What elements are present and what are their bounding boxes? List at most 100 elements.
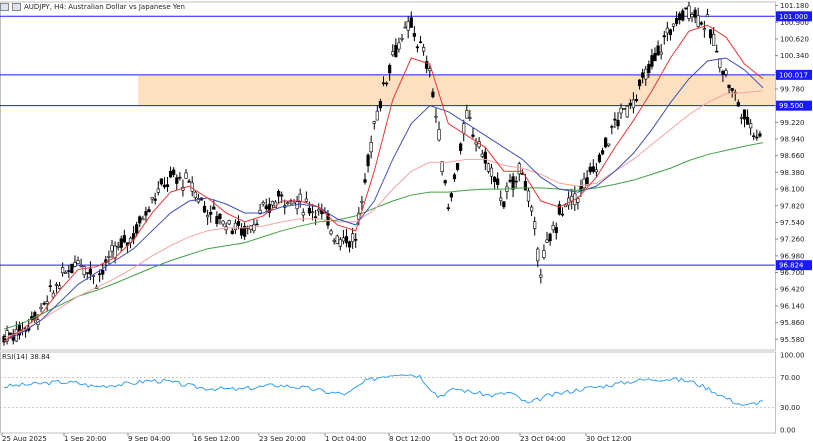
date-tick-label: 15 Oct 20:00 — [454, 435, 500, 441]
price-tick-label: 97.260 — [780, 236, 805, 244]
candle-body — [465, 110, 469, 119]
candle-body — [557, 204, 561, 215]
candle-body — [671, 23, 676, 27]
date-tick-label: 9 Sep 04:00 — [128, 435, 170, 441]
candle-body — [542, 250, 546, 258]
candle-body — [239, 228, 244, 236]
candle-body — [560, 213, 565, 216]
candle-body — [88, 268, 92, 275]
price-tick-label: 99.220 — [780, 119, 805, 127]
candle-body — [422, 46, 426, 52]
price-level-tag-label: 101.000 — [779, 13, 808, 21]
candle-body — [662, 35, 666, 38]
date-tick-label: 16 Sep 12:00 — [193, 435, 240, 441]
candle-body — [91, 275, 96, 277]
candle-body — [545, 239, 549, 243]
candle-body — [462, 123, 466, 134]
candle-body — [705, 14, 710, 18]
candle-body — [576, 198, 580, 203]
candle-body — [61, 267, 65, 274]
price-tick-label: 99.780 — [780, 86, 805, 94]
candle-body — [724, 70, 728, 75]
candle-body — [480, 153, 484, 157]
candle-body — [607, 143, 611, 146]
candle-body — [156, 188, 160, 193]
candle-body — [150, 197, 154, 200]
price-level-tag-label: 96.824 — [779, 262, 804, 270]
candle-body — [147, 209, 151, 213]
candle-body — [172, 169, 176, 175]
candle-body — [486, 163, 491, 172]
candle-body — [721, 70, 725, 75]
candle-body — [267, 204, 271, 213]
candle-body — [384, 82, 389, 85]
price-tick-label: 97.820 — [780, 202, 805, 210]
candle-body — [681, 10, 685, 21]
candle-body — [314, 216, 318, 219]
price-tick-label: 100.900 — [780, 19, 809, 27]
resistance-zone — [138, 74, 775, 106]
date-tick-label: 1 Oct 04:00 — [325, 435, 366, 441]
candle-body — [144, 211, 148, 216]
candle-body — [165, 184, 170, 188]
candle-body — [381, 82, 386, 85]
price-tick-label: 100.620 — [780, 35, 809, 43]
candle-body — [51, 292, 55, 298]
candle-body — [727, 84, 731, 88]
candle-body — [619, 107, 623, 114]
candle-body — [517, 163, 521, 175]
candle-body — [116, 245, 120, 248]
candle-body — [73, 262, 77, 267]
candle-body — [634, 99, 639, 102]
candle-body — [508, 179, 512, 182]
candle-body — [169, 171, 173, 178]
candle-body — [397, 42, 401, 50]
rsi-tick-label: 100.00 — [780, 352, 805, 360]
price-tick-label: 96.420 — [780, 286, 805, 294]
candle-body — [511, 176, 515, 190]
candle-body — [483, 151, 487, 164]
candle-body — [212, 206, 216, 210]
candle-body — [529, 206, 534, 212]
price-tick-label: 100.340 — [780, 52, 809, 60]
candle-body — [745, 116, 750, 125]
candle-body — [153, 198, 157, 201]
candle-body — [8, 332, 12, 335]
candle-body — [736, 102, 740, 107]
candle-body — [159, 178, 163, 185]
rsi-tick-label: 30.00 — [780, 404, 800, 412]
candle-body — [675, 17, 679, 24]
rsi-tick-label: 0.00 — [780, 427, 796, 435]
price-level-tag-label: 99.500 — [779, 102, 804, 110]
candle-body — [360, 200, 364, 203]
candle-body — [178, 176, 182, 179]
price-tick-label: 95.580 — [780, 336, 805, 344]
candle-body — [443, 180, 447, 184]
date-tick-label: 8 Oct 12:00 — [389, 435, 430, 441]
candle-body — [730, 88, 734, 91]
candle-body — [752, 135, 756, 138]
candle-body — [307, 207, 312, 214]
candle-body — [489, 167, 494, 177]
candle-body — [502, 201, 506, 208]
candle-body — [418, 41, 423, 44]
candle-body — [628, 103, 632, 106]
candle-body — [641, 72, 645, 78]
candle-body — [616, 120, 620, 127]
candle-body — [329, 230, 333, 235]
symbol-label: AUDJPY, H4: — [24, 3, 67, 11]
candle-body — [600, 150, 605, 155]
candle-body — [597, 154, 602, 163]
candle-body — [499, 197, 503, 201]
candle-body — [304, 198, 308, 202]
candle-body — [243, 226, 247, 237]
candle-body — [554, 227, 558, 234]
candle-body — [548, 233, 552, 242]
candle-body — [193, 191, 197, 198]
candle-body — [372, 121, 376, 124]
candle-body — [523, 180, 528, 191]
price-level-tag — [776, 11, 812, 22]
price-tick-label: 98.100 — [780, 186, 805, 194]
candle-body — [85, 272, 89, 274]
